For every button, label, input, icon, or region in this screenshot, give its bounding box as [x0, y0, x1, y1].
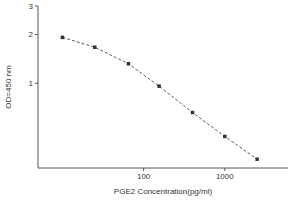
svg-text:PGE2 Concentration(pg/ml): PGE2 Concentration(pg/ml): [114, 187, 213, 196]
svg-text:3: 3: [29, 2, 34, 11]
svg-text:2: 2: [29, 30, 34, 39]
svg-text:1: 1: [29, 79, 34, 88]
svg-text:100: 100: [137, 172, 151, 181]
svg-text:1000: 1000: [216, 172, 234, 181]
svg-text:OD=450 nm: OD=450 nm: [8, 65, 13, 109]
